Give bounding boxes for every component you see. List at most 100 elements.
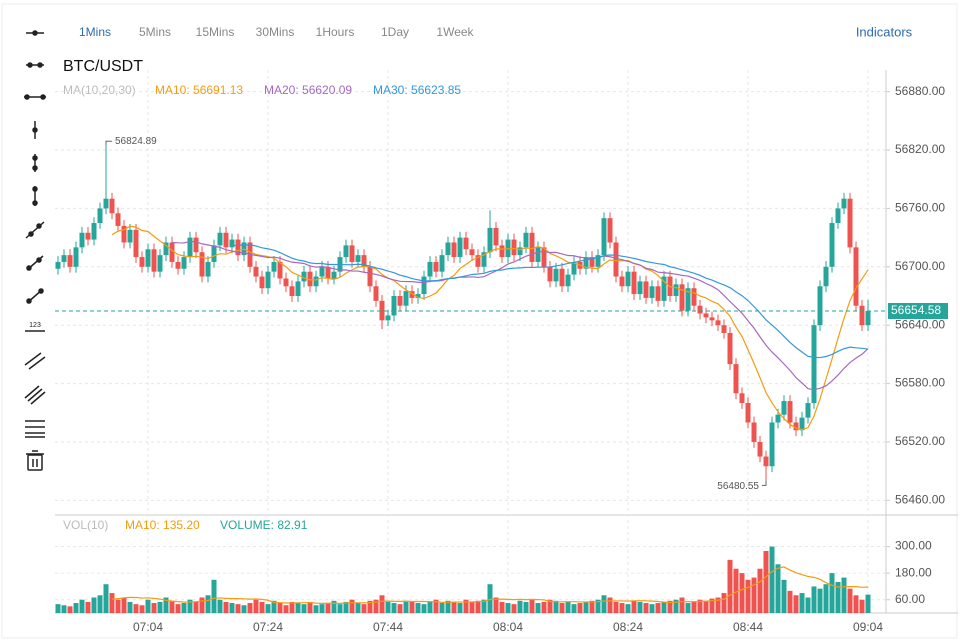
candle-body: [199, 252, 205, 277]
volume-bar: [547, 599, 553, 613]
candle-body: [811, 325, 817, 404]
volume-bar: [643, 603, 649, 613]
volume-bar: [577, 603, 583, 613]
tool-vertical-segment[interactable]: [32, 154, 38, 172]
candle-body: [415, 294, 421, 298]
volume-bar: [109, 593, 115, 613]
candle-body: [427, 261, 433, 277]
candle-body: [289, 286, 295, 296]
candle-body: [865, 311, 871, 326]
candle-body: [493, 227, 499, 246]
volume-bar: [829, 573, 835, 613]
volume-bar: [241, 605, 247, 613]
toolbar: 123: [24, 30, 46, 471]
tool-fibonacci[interactable]: [25, 420, 45, 438]
tool-ray[interactable]: [25, 221, 45, 239]
tool-channel[interactable]: [24, 385, 46, 405]
volume-bar: [331, 600, 337, 613]
tool-parallel[interactable]: [24, 352, 46, 370]
tab[interactable]: 15Mins: [196, 25, 235, 39]
tab[interactable]: 1Mins: [79, 25, 111, 39]
candle-body: [283, 278, 289, 287]
volume-bar: [559, 603, 565, 613]
tool-vertical-ray[interactable]: [32, 121, 38, 139]
candle-body: [331, 271, 337, 279]
tool-vertical-line[interactable]: [32, 186, 38, 206]
volume-bar: [685, 603, 691, 613]
volume-bar: [841, 577, 847, 613]
tool-horizontal-ray[interactable]: [26, 30, 44, 36]
interval-tabs: 1Mins 5Mins 15Mins 30Mins 1Hours 1Day 1W…: [79, 24, 913, 39]
high-marker: [105, 140, 112, 146]
volume-bar: [859, 599, 865, 613]
tab[interactable]: 1Hours: [316, 25, 355, 39]
volume-bar: [397, 604, 403, 613]
volume-bar: [157, 601, 163, 613]
tool-price-line[interactable]: 123: [25, 322, 45, 332]
candle-body: [295, 281, 301, 296]
tab[interactable]: 5Mins: [139, 25, 171, 39]
candle-body: [481, 252, 487, 267]
volume-bar: [145, 599, 151, 613]
candle-body: [709, 317, 715, 321]
candle-body: [55, 261, 61, 269]
candle-body: [523, 232, 529, 248]
svg-text:123: 123: [29, 322, 41, 329]
volume-bar: [601, 595, 607, 613]
volume-bar: [811, 586, 817, 613]
candle-body: [319, 266, 325, 277]
candle-body: [595, 255, 601, 267]
candle-body: [601, 218, 607, 256]
volume-bar: [61, 605, 67, 613]
candle-body: [265, 271, 271, 289]
volume-bar: [637, 601, 643, 613]
volume-bar: [361, 604, 367, 613]
candle-body: [361, 255, 367, 267]
indicators-button[interactable]: Indicators: [856, 24, 913, 39]
volume-bar: [181, 603, 187, 613]
volume-bar: [697, 599, 703, 613]
candle-body: [757, 441, 763, 457]
volume-bar: [163, 597, 169, 613]
candle-body: [109, 198, 115, 214]
candle-body: [763, 456, 769, 467]
candle-body: [559, 268, 565, 287]
candle-body: [733, 364, 739, 394]
volume-bar: [541, 601, 547, 613]
volume-bar: [367, 600, 373, 613]
volume-bar: [295, 603, 301, 613]
candle-body: [139, 257, 145, 267]
tool-delete[interactable]: [26, 450, 44, 471]
volume-bar: [823, 584, 829, 613]
candle-body: [715, 320, 721, 326]
volume-bar: [691, 601, 697, 613]
volume-bar: [727, 559, 733, 613]
ma-line: [171, 240, 869, 391]
tab[interactable]: 1Day: [381, 25, 409, 39]
candle-body: [703, 313, 709, 318]
candle-body: [727, 332, 733, 365]
candle-body: [745, 403, 751, 423]
tab[interactable]: 1Week: [436, 25, 474, 39]
x-tick-label: 08:04: [493, 620, 523, 634]
volume-bar: [187, 599, 193, 613]
tool-line[interactable]: [26, 288, 44, 304]
volume-bar: [853, 595, 859, 613]
tab[interactable]: 30Mins: [256, 25, 295, 39]
candle-body: [421, 276, 427, 295]
tool-segment[interactable]: [26, 255, 44, 271]
candle-body: [547, 266, 553, 282]
tool-horizontal-line[interactable]: [24, 94, 46, 100]
candle-body: [253, 266, 259, 277]
ma-legend-item: MA10: 56691.13: [155, 83, 243, 97]
candle-body: [385, 315, 391, 321]
volume-bar: [283, 605, 289, 613]
candle-body: [205, 261, 211, 277]
volume-bar: [349, 599, 355, 613]
candle-body: [445, 242, 451, 256]
vol-legend-label: VOL(10): [63, 518, 108, 532]
volume-bar: [373, 599, 379, 613]
volume-bar: [649, 604, 655, 613]
volume-bar: [817, 588, 823, 613]
tool-horizontal-segment[interactable]: [26, 62, 44, 68]
